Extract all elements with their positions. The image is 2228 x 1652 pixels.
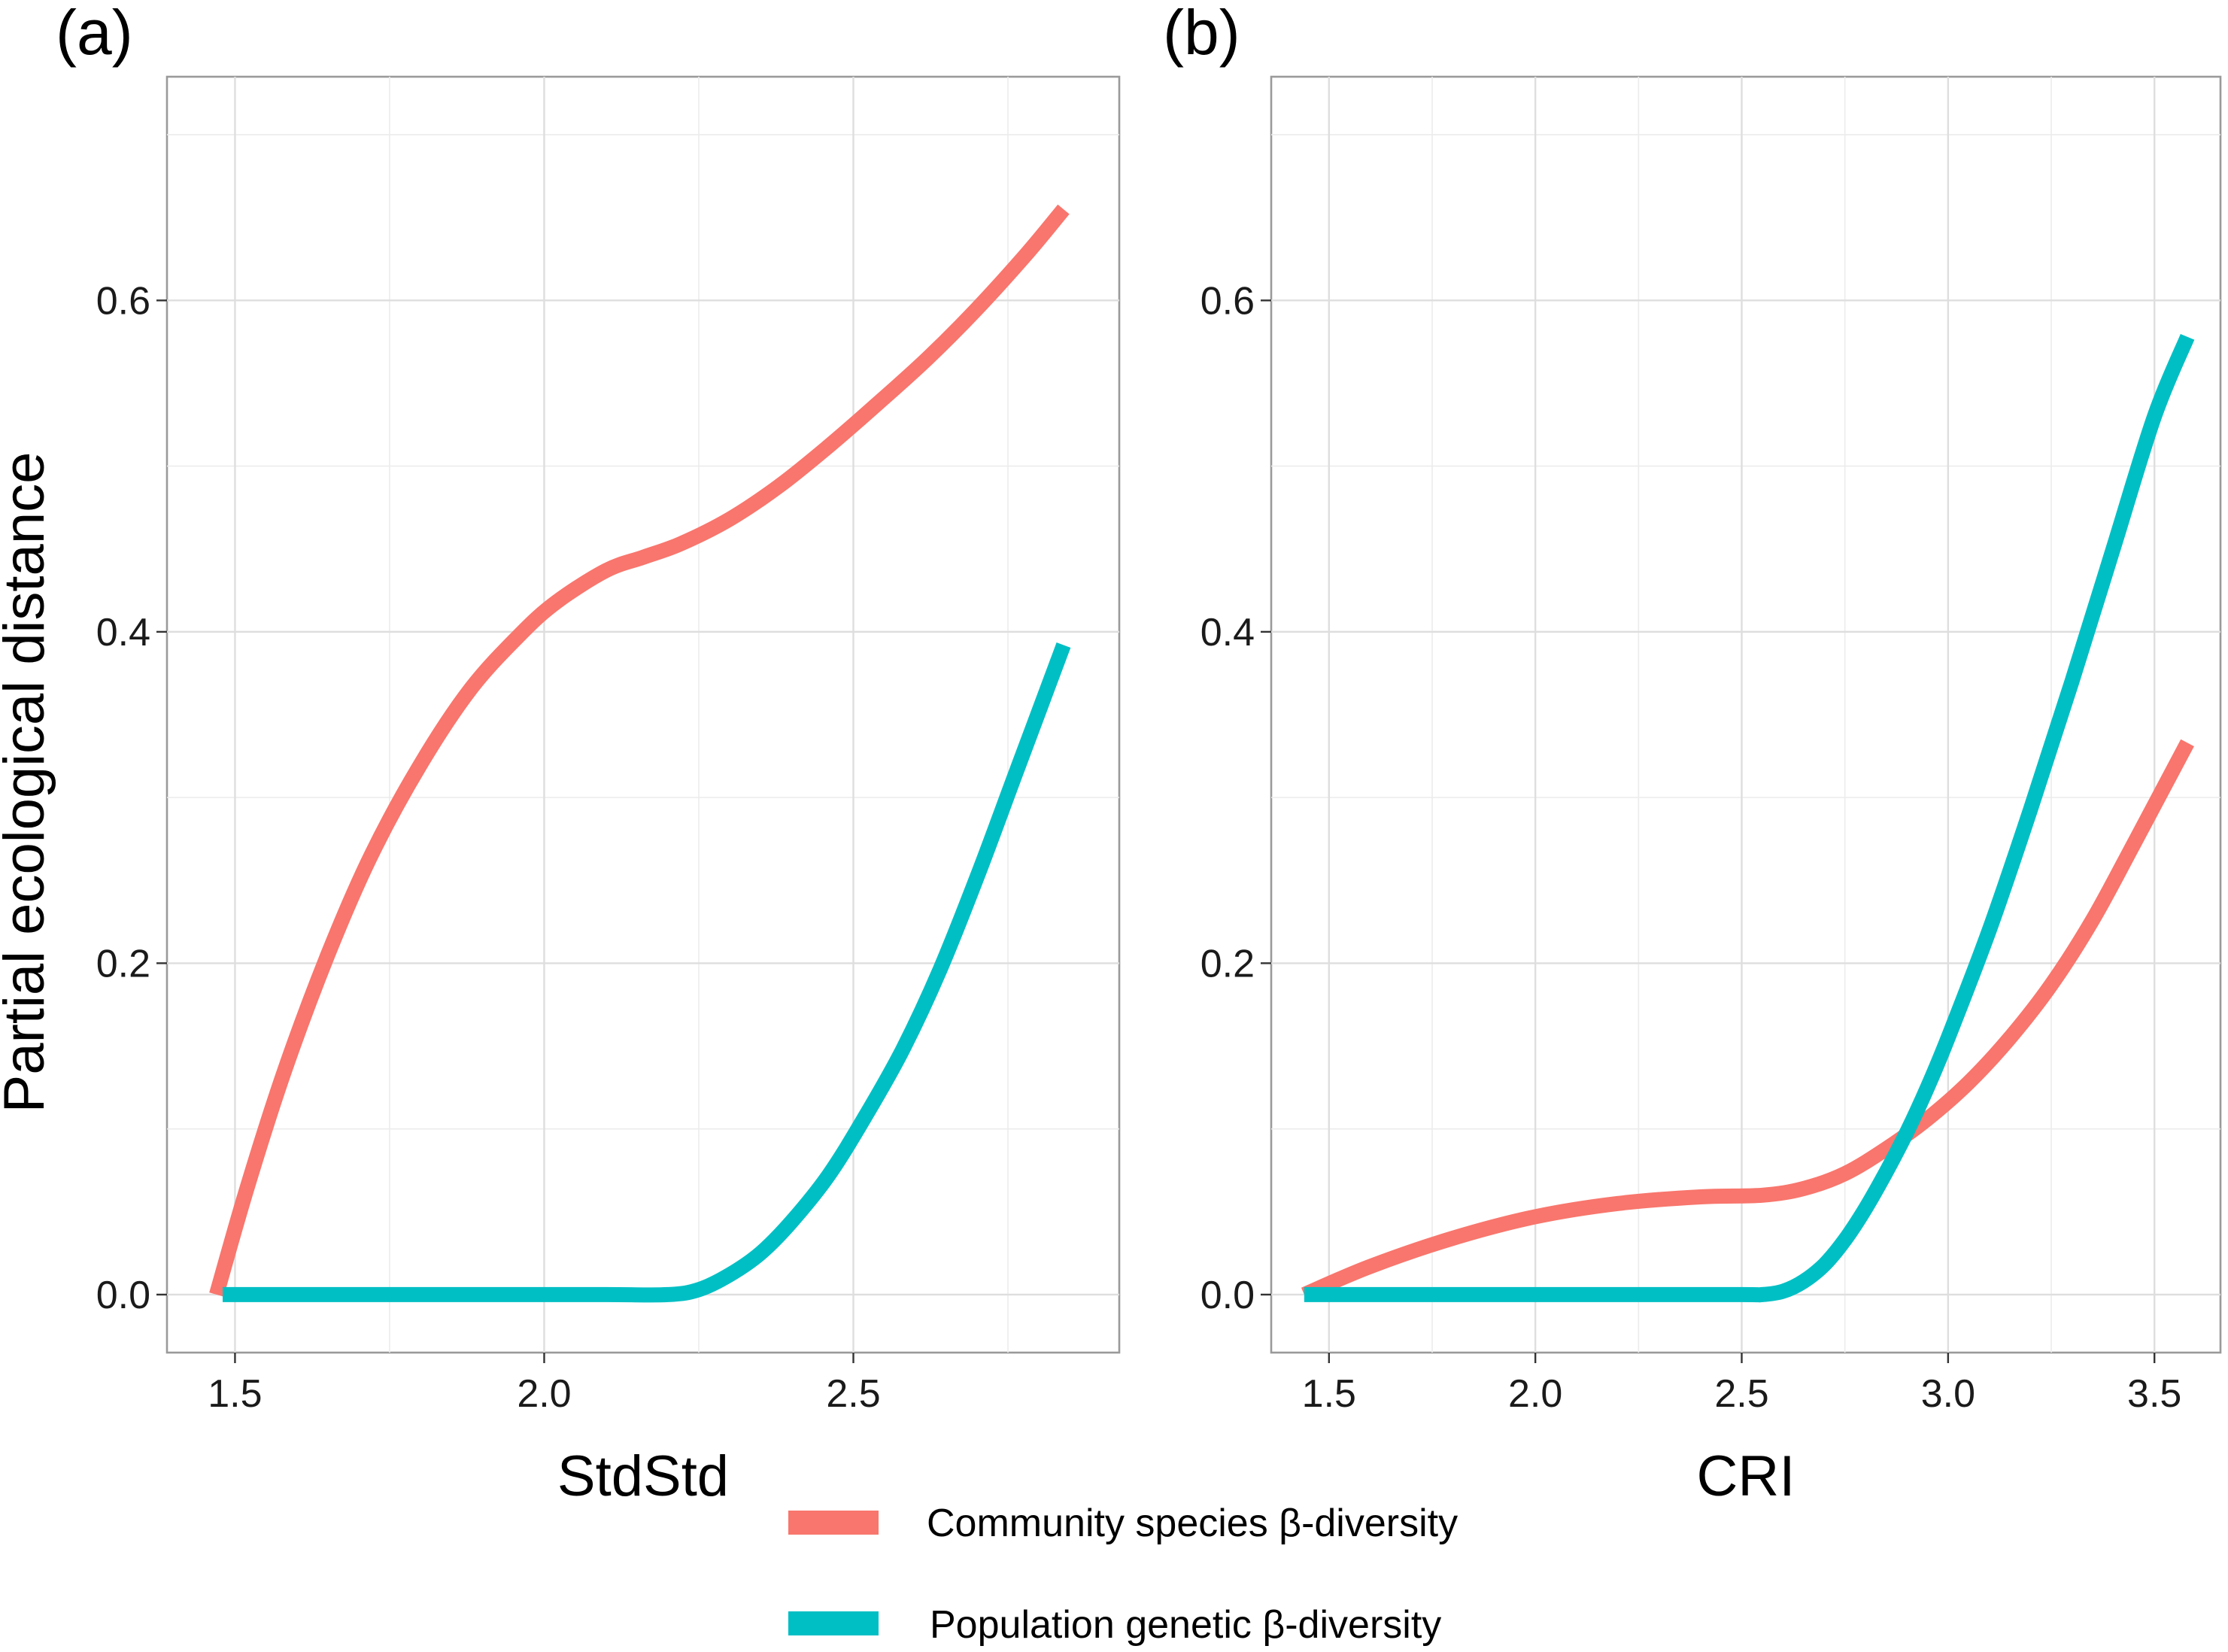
x-tick-label: 3.0 (1921, 1372, 1975, 1416)
y-tick-label: 0.0 (96, 1274, 150, 1317)
legend: Community species β-diversity Population… (788, 1502, 1458, 1647)
x-tick-label: 1.5 (1302, 1372, 1356, 1416)
legend-label-population: Population genetic β-diversity (930, 1603, 1441, 1647)
panel-a: 1.5 2.0 2.5 0.0 0.2 0.4 0.6 StdStd (a) (56, 0, 1121, 1508)
x-axis-title: StdStd (557, 1444, 729, 1508)
plot-area (165, 75, 1121, 1354)
y-tick-label: 0.2 (1201, 942, 1255, 985)
legend-label-community: Community species β-diversity (927, 1502, 1458, 1545)
panel-label-a: (a) (56, 0, 133, 68)
x-tick-label: 1.5 (208, 1372, 262, 1416)
x-tick-label: 2.0 (517, 1372, 571, 1416)
x-axis-title: CRI (1697, 1444, 1795, 1508)
y-tick-label: 0.6 (1201, 279, 1255, 323)
series-line-community (1301, 739, 2194, 1302)
y-tick-label: 0.4 (1201, 611, 1255, 654)
series-line-community (209, 204, 1070, 1297)
series-line-population (1304, 333, 2195, 1303)
y-axis-title: Partial ecological distance (0, 452, 56, 1113)
y-tick-label: 0.0 (1201, 1274, 1255, 1317)
plot-area (1270, 75, 2222, 1354)
panel-label-b: (b) (1163, 0, 1240, 68)
y-tick-label: 0.6 (96, 279, 150, 323)
x-tick-label: 2.5 (826, 1372, 880, 1416)
x-tick-label: 3.5 (2127, 1372, 2181, 1416)
panel-b: 1.5 2.0 2.5 3.0 3.5 0.0 0.2 0.4 0.6 CRI (b) (1163, 0, 2222, 1508)
x-tick-label: 2.5 (1714, 1372, 1768, 1416)
x-tick-label: 2.0 (1508, 1372, 1562, 1416)
series-line-population (223, 642, 1071, 1303)
y-tick-label: 0.2 (96, 942, 150, 985)
y-tick-label: 0.4 (96, 611, 150, 654)
